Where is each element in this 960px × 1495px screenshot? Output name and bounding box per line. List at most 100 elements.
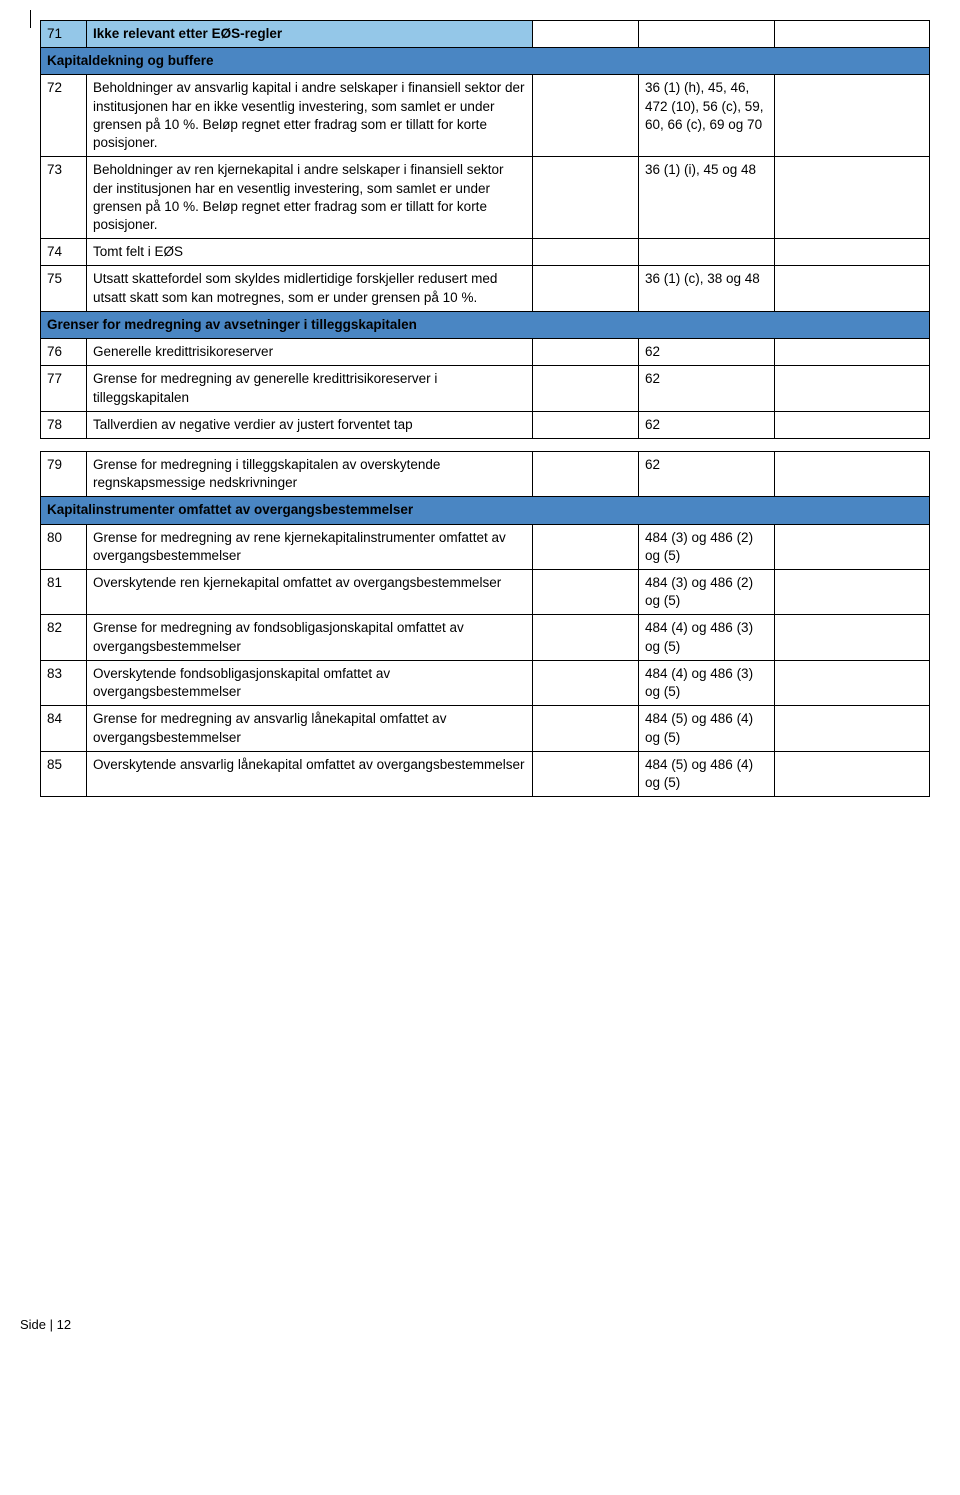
text-cursor: [30, 10, 31, 28]
row-val: [533, 266, 639, 311]
section-header: Grenser for medregning av avsetninger i …: [41, 311, 930, 338]
row-num: 76: [41, 339, 87, 366]
row-ref: 484 (3) og 486 (2) og (5): [639, 524, 775, 569]
row-extra: [775, 706, 930, 751]
row-ref: 62: [639, 339, 775, 366]
row-ref: 484 (4) og 486 (3) og (5): [639, 660, 775, 705]
row-val: [533, 570, 639, 615]
row-desc: Beholdninger av ansvarlig kapital i andr…: [87, 75, 533, 157]
row-extra: [775, 411, 930, 438]
row-extra: [775, 75, 930, 157]
table-row: 72 Beholdninger av ansvarlig kapital i a…: [41, 75, 930, 157]
row-desc: Grense for medregning i tilleggskapitale…: [87, 451, 533, 496]
section-title: Kapitalinstrumenter omfattet av overgang…: [41, 497, 930, 524]
row-val: [533, 451, 639, 496]
table-row: 79 Grense for medregning i tilleggskapit…: [41, 451, 930, 496]
row-ref: 62: [639, 366, 775, 411]
row-val: [533, 524, 639, 569]
row-extra: [775, 339, 930, 366]
row-ref: [639, 239, 775, 266]
row-extra: [775, 570, 930, 615]
row-extra: [775, 239, 930, 266]
capital-table: 71 Ikke relevant etter EØS-regler Kapita…: [40, 20, 930, 439]
row-num: 80: [41, 524, 87, 569]
row-desc: Generelle kredittrisikoreserver: [87, 339, 533, 366]
row-extra: [775, 660, 930, 705]
row-desc: Grense for medregning av fondsobligasjon…: [87, 615, 533, 660]
table-row: 78 Tallverdien av negative verdier av ju…: [41, 411, 930, 438]
row-val: [533, 411, 639, 438]
row-extra: [775, 366, 930, 411]
row-ref: 484 (4) og 486 (3) og (5): [639, 615, 775, 660]
row-desc: Overskytende fondsobligasjonskapital omf…: [87, 660, 533, 705]
row-desc: Grense for medregning av rene kjernekapi…: [87, 524, 533, 569]
row-val: [533, 339, 639, 366]
row-ref: 62: [639, 411, 775, 438]
section-title: Kapitaldekning og buffere: [41, 48, 930, 75]
row-num: 85: [41, 751, 87, 796]
row-extra: [775, 21, 930, 48]
row-desc: Overskytende ren kjernekapital omfattet …: [87, 570, 533, 615]
table-row: 81 Overskytende ren kjernekapital omfatt…: [41, 570, 930, 615]
row-extra: [775, 751, 930, 796]
row-extra: [775, 157, 930, 239]
row-val: [533, 157, 639, 239]
row-desc: Utsatt skattefordel som skyldes midlerti…: [87, 266, 533, 311]
row-extra: [775, 266, 930, 311]
row-ref: 36 (1) (c), 38 og 48: [639, 266, 775, 311]
page-footer: Side | 12: [20, 1317, 930, 1332]
section-header: Kapitaldekning og buffere: [41, 48, 930, 75]
table-row: 83 Overskytende fondsobligasjonskapital …: [41, 660, 930, 705]
section-title: Grenser for medregning av avsetninger i …: [41, 311, 930, 338]
row-desc: Grense for medregning av ansvarlig lånek…: [87, 706, 533, 751]
row-val: [533, 660, 639, 705]
row-extra: [775, 451, 930, 496]
row-num: 71: [41, 21, 87, 48]
row-num: 81: [41, 570, 87, 615]
row-desc: Tallverdien av negative verdier av juste…: [87, 411, 533, 438]
row-num: 72: [41, 75, 87, 157]
row-num: 78: [41, 411, 87, 438]
row-num: 74: [41, 239, 87, 266]
section-header: Kapitalinstrumenter omfattet av overgang…: [41, 497, 930, 524]
row-ref: 484 (5) og 486 (4) og (5): [639, 751, 775, 796]
row-num: 82: [41, 615, 87, 660]
table-row: 74 Tomt felt i EØS: [41, 239, 930, 266]
row-ref: 484 (5) og 486 (4) og (5): [639, 706, 775, 751]
row-desc: Beholdninger av ren kjernekapital i andr…: [87, 157, 533, 239]
table-row: 73 Beholdninger av ren kjernekapital i a…: [41, 157, 930, 239]
row-extra: [775, 524, 930, 569]
row-num: 73: [41, 157, 87, 239]
row-desc: Grense for medregning av generelle kredi…: [87, 366, 533, 411]
table-row: 77 Grense for medregning av generelle kr…: [41, 366, 930, 411]
table-row: 75 Utsatt skattefordel som skyldes midle…: [41, 266, 930, 311]
row-ref: 62: [639, 451, 775, 496]
capital-table-2: 79 Grense for medregning i tilleggskapit…: [40, 451, 930, 797]
row-ref: 484 (3) og 486 (2) og (5): [639, 570, 775, 615]
row-val: [533, 239, 639, 266]
row-val: [533, 21, 639, 48]
row-val: [533, 706, 639, 751]
row-num: 75: [41, 266, 87, 311]
row-num: 77: [41, 366, 87, 411]
row-ref: 36 (1) (h), 45, 46, 472 (10), 56 (c), 59…: [639, 75, 775, 157]
row-val: [533, 751, 639, 796]
row-extra: [775, 615, 930, 660]
row-desc: Overskytende ansvarlig lånekapital omfat…: [87, 751, 533, 796]
table-row: 82 Grense for medregning av fondsobligas…: [41, 615, 930, 660]
row-ref: 36 (1) (i), 45 og 48: [639, 157, 775, 239]
row-val: [533, 75, 639, 157]
table-row: 85 Overskytende ansvarlig lånekapital om…: [41, 751, 930, 796]
table-row: 84 Grense for medregning av ansvarlig lå…: [41, 706, 930, 751]
table-row: 76 Generelle kredittrisikoreserver 62: [41, 339, 930, 366]
row-ref: [639, 21, 775, 48]
row-num: 79: [41, 451, 87, 496]
table-row: 71 Ikke relevant etter EØS-regler: [41, 21, 930, 48]
row-desc: Tomt felt i EØS: [87, 239, 533, 266]
row-num: 83: [41, 660, 87, 705]
table-row: 80 Grense for medregning av rene kjernek…: [41, 524, 930, 569]
row-desc: Ikke relevant etter EØS-regler: [87, 21, 533, 48]
row-num: 84: [41, 706, 87, 751]
row-val: [533, 615, 639, 660]
row-val: [533, 366, 639, 411]
